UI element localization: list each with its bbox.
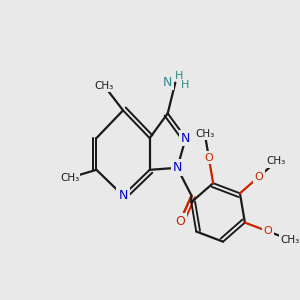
Text: N: N	[163, 76, 172, 89]
Text: O: O	[264, 226, 272, 236]
Text: H: H	[181, 80, 189, 90]
Text: CH₃: CH₃	[195, 129, 214, 140]
Text: N: N	[181, 132, 190, 145]
Text: N: N	[118, 189, 128, 202]
Text: N: N	[172, 161, 182, 174]
Text: O: O	[205, 153, 213, 163]
Text: CH₃: CH₃	[267, 157, 286, 166]
Text: CH₃: CH₃	[60, 173, 80, 183]
Text: H: H	[175, 71, 183, 81]
Text: O: O	[254, 172, 263, 182]
Text: O: O	[175, 215, 185, 228]
Text: CH₃: CH₃	[280, 235, 299, 244]
Text: CH₃: CH₃	[94, 81, 114, 91]
